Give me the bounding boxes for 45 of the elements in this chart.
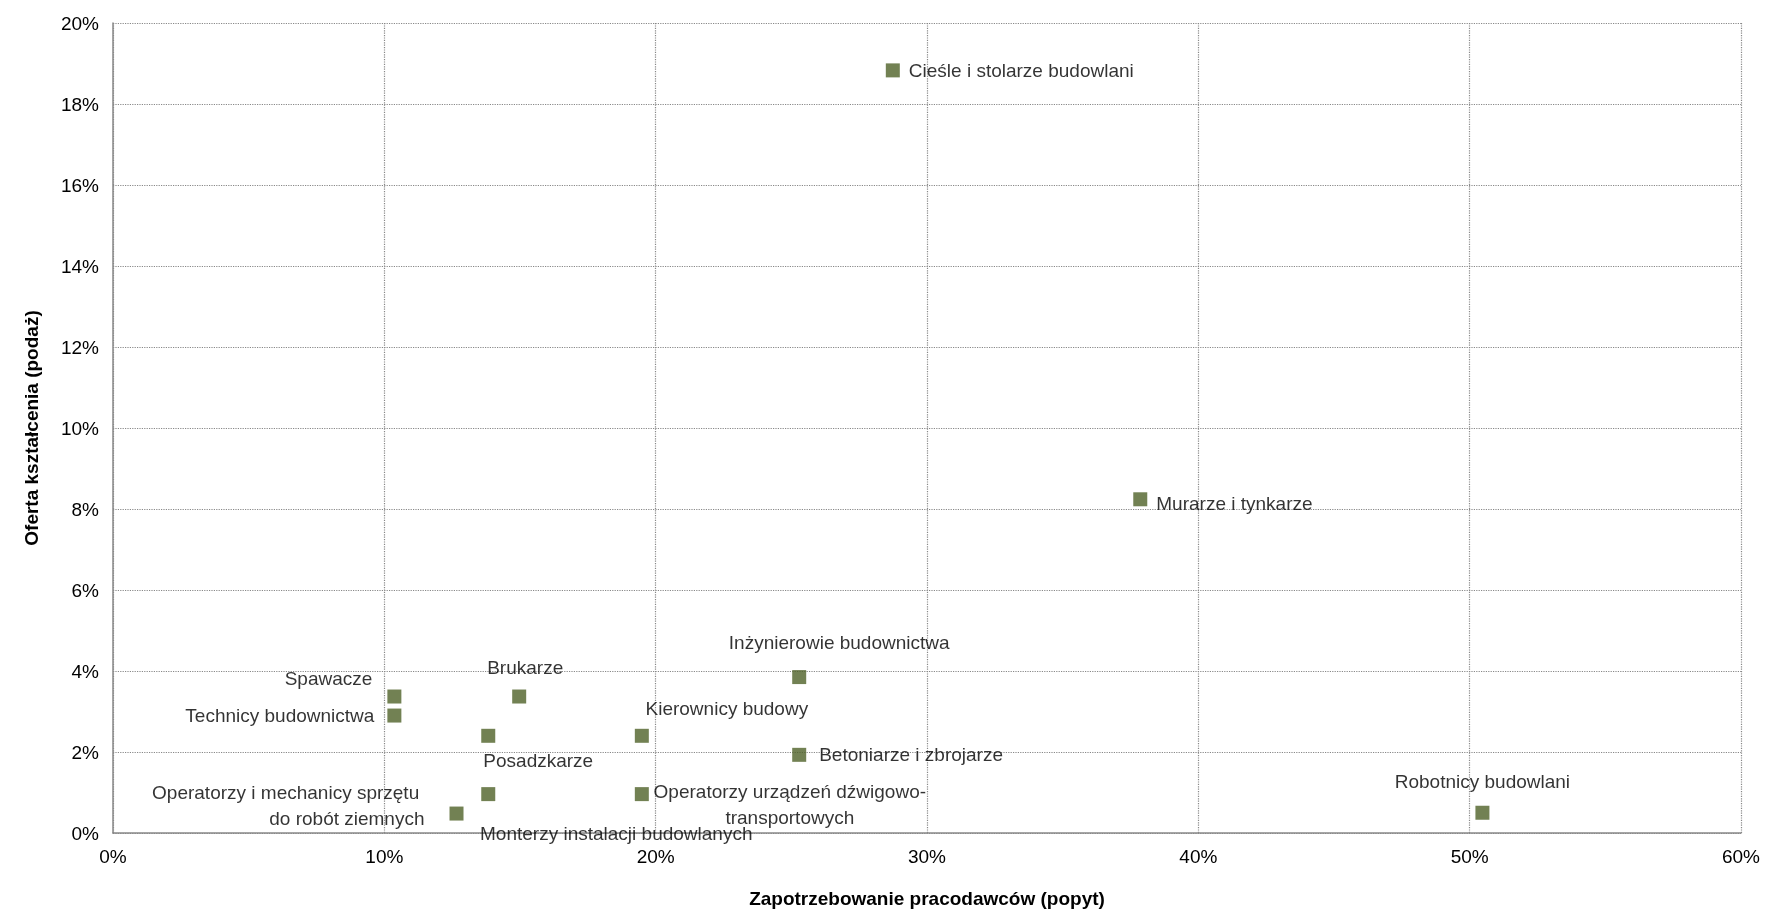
x-tick-label: 20% xyxy=(636,846,675,867)
point xyxy=(387,708,402,723)
x-tick-label: 40% xyxy=(1179,846,1218,867)
y-tick-label: 6% xyxy=(71,579,100,601)
point xyxy=(792,747,807,762)
data-label: Spawacze xyxy=(284,668,373,690)
data-label: Kierownicy budowy xyxy=(645,698,809,720)
y-tick-label: 14% xyxy=(60,255,100,277)
data-label: Posadzkarze xyxy=(483,750,594,772)
point xyxy=(634,728,649,743)
point xyxy=(1475,805,1490,820)
y-tick-label: 2% xyxy=(71,741,100,763)
x-tick-label: 10% xyxy=(365,846,404,867)
point xyxy=(481,787,496,802)
point xyxy=(387,689,402,704)
point xyxy=(885,63,900,78)
point xyxy=(481,728,496,743)
y-tick-label: 20% xyxy=(60,12,100,34)
x-tick-label: 50% xyxy=(1450,846,1489,867)
data-label: Robotnicy budowlani xyxy=(1394,771,1571,793)
x-tick-label: 60% xyxy=(1721,846,1761,867)
y-axis-title: Oferta kształcenia (podaż) xyxy=(21,310,42,546)
point xyxy=(512,689,527,704)
data-label: Betoniarze i zbrojarze xyxy=(819,744,1003,766)
point xyxy=(449,806,464,821)
data-label: Operatorzy i mechanicy sprzętu do robót ziemnych xyxy=(152,782,425,830)
data-label: Brukarze xyxy=(487,657,564,679)
x-tick-label: 30% xyxy=(907,846,947,867)
y-tick-label: 10% xyxy=(60,417,100,439)
y-tick-label: 12% xyxy=(60,336,100,358)
y-tick-label: 16% xyxy=(60,174,100,196)
data-label: Technicy budownictwa xyxy=(185,705,375,727)
x-axis-title: Zapotrzebowanie pracodawców (popyt) xyxy=(749,888,1105,909)
data-label: Murarze i tynkarze xyxy=(1156,492,1313,514)
data-label: Cieśle i stolarze budowlani xyxy=(908,59,1134,81)
data-label: Operatorzy urządzeń dźwigowo-transportowych xyxy=(653,780,927,828)
x-tick-label: 0% xyxy=(99,846,127,867)
point xyxy=(634,787,649,802)
y-tick-label: 18% xyxy=(60,93,100,115)
data-label: Inżynierowie budownictwa xyxy=(728,631,950,653)
y-tick-label: 8% xyxy=(71,498,100,520)
y-tick-label: 4% xyxy=(71,660,100,682)
point xyxy=(1133,492,1148,507)
y-tick-label: 0% xyxy=(71,822,100,844)
point xyxy=(792,670,807,685)
